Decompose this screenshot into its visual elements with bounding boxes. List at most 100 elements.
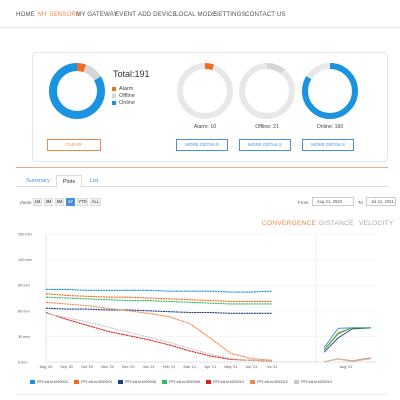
offline-caption: Offline: 21 bbox=[255, 124, 279, 130]
series-legend-swatch bbox=[118, 380, 123, 384]
series-legend-label: PPCst1m1000006 bbox=[125, 380, 156, 384]
x-tick-label: Jan '21 bbox=[143, 365, 155, 369]
series-line bbox=[45, 301, 273, 361]
to-label: To bbox=[358, 200, 363, 205]
alarm-ring bbox=[177, 63, 233, 119]
series-line bbox=[45, 296, 272, 305]
series-legend-label: PPCst1m1000014 bbox=[301, 380, 332, 384]
series-line bbox=[45, 307, 272, 314]
x-tick-label: Nov '20 bbox=[101, 365, 114, 369]
alarm-swatch bbox=[112, 86, 116, 91]
series-legend-label: PPCst1m1000012 bbox=[257, 380, 288, 384]
mini-chart: Aug '21 bbox=[315, 234, 372, 369]
series-legend-item[interactable]: PPCst1m1000012 bbox=[250, 380, 288, 384]
total-count: Total:191 bbox=[113, 69, 150, 79]
nav-my-sensors[interactable]: MY SENSORS bbox=[38, 11, 81, 18]
y-tick-label: 120 mm bbox=[18, 258, 32, 262]
mini-series-line bbox=[323, 327, 371, 351]
legend-online-label: Online bbox=[119, 100, 135, 106]
offline-more-details-button[interactable]: MORE DETAILS bbox=[239, 139, 291, 151]
y-tick-label: 150 mm bbox=[18, 233, 32, 237]
nav-contact-us[interactable]: CONTACT US bbox=[245, 11, 286, 18]
y-axis-ticks: 0 mm 30 mm 60 mm 90 mm 120 mm 150 mm bbox=[18, 233, 32, 365]
summary-card bbox=[32, 52, 388, 162]
x-tick-label: Dec '20 bbox=[122, 365, 135, 369]
y-tick-label: 60 mm bbox=[18, 309, 30, 313]
top-nav: HOME MY SENSORS MY GATEWAY EVENT ADD DEV… bbox=[0, 0, 400, 28]
series-legend-item[interactable]: PPCst1m1000002 bbox=[30, 380, 68, 384]
zoom-1m-button[interactable]: 1M bbox=[33, 198, 42, 206]
online-segment bbox=[49, 63, 105, 119]
legend-alarm-label: Alarm bbox=[119, 86, 134, 92]
tab-list[interactable]: List bbox=[89, 178, 99, 184]
legend-offline: Offline bbox=[112, 93, 135, 99]
tab-plots[interactable]: Plots bbox=[56, 175, 82, 188]
online-swatch bbox=[112, 100, 116, 105]
zoom-label: Zoom bbox=[20, 200, 32, 205]
chart-tab-distance[interactable]: DISTANCE bbox=[319, 220, 354, 227]
x-tick-label: Jun '21 bbox=[245, 365, 257, 369]
from-date-input[interactable]: Aug 21, 2020 bbox=[312, 197, 354, 206]
nav-local-mode[interactable]: LOCAL MODE bbox=[175, 11, 217, 18]
nav-event[interactable]: EVENT bbox=[115, 11, 137, 18]
y-tick-label: 30 mm bbox=[18, 335, 30, 339]
online-more-details-button[interactable]: MORE DETAILS bbox=[302, 139, 354, 151]
series-legend-item[interactable]: PPCst1m1000004 bbox=[74, 380, 112, 384]
zoom-6m-button[interactable]: 6M bbox=[55, 198, 64, 206]
series-legend-swatch bbox=[294, 380, 299, 384]
series-line bbox=[45, 293, 272, 302]
total-donut-chart bbox=[49, 63, 105, 119]
series-legend-label: PPCst1m1000010 bbox=[213, 380, 244, 384]
chart-tab-convergence[interactable]: CONVERGENCE bbox=[262, 220, 317, 227]
series-line bbox=[45, 311, 273, 362]
y-tick-label: 90 mm bbox=[18, 284, 30, 288]
series-legend-swatch bbox=[30, 380, 35, 384]
x-tick-label: Aug '20 bbox=[40, 365, 53, 369]
alarm-ring-track bbox=[177, 63, 233, 119]
convergence-chart: 0 mm 30 mm 60 mm 90 mm 120 mm 150 mm Aug '20 S… bbox=[18, 233, 376, 369]
series-legend-item[interactable]: PPCst1m1000006 bbox=[118, 380, 156, 384]
offline-ring-fill bbox=[239, 63, 295, 119]
chart-grid bbox=[45, 233, 376, 363]
zoom-all-button[interactable]: ALL bbox=[90, 198, 101, 206]
x-axis-ticks: Aug '20 Sep '20 Oct '20 Nov '20 Dec '20 Jan '… bbox=[40, 365, 278, 369]
online-ring-fill bbox=[302, 63, 358, 119]
nav-my-gateway[interactable]: MY GATEWAY bbox=[76, 11, 118, 18]
from-label: From bbox=[298, 200, 309, 205]
section-divider bbox=[16, 167, 388, 168]
zoom-ytd-button[interactable]: YTD bbox=[77, 198, 88, 206]
x-tick-label: Feb '21 bbox=[163, 365, 176, 369]
series-legend-label: PPCst1m1000008 bbox=[169, 380, 200, 384]
mini-series-line bbox=[323, 358, 372, 363]
series-line bbox=[46, 288, 273, 293]
legend-online: Online bbox=[112, 100, 135, 106]
series-legend-swatch bbox=[162, 380, 167, 384]
zoom-1y-button[interactable]: 1Y bbox=[66, 198, 75, 206]
nav-settings[interactable]: SETTINGS bbox=[214, 11, 246, 18]
series-legend-item[interactable]: PPCst1m1000010 bbox=[206, 380, 244, 384]
legend-offline-label: Offline bbox=[119, 93, 135, 99]
to-date-input[interactable]: Jul 21, 2021 bbox=[366, 197, 396, 206]
series-legend-label: PPCst1m1000004 bbox=[81, 380, 112, 384]
series-line bbox=[45, 312, 273, 362]
x-tick-label: Sep '20 bbox=[60, 365, 73, 369]
mini-series-line bbox=[323, 327, 372, 353]
legend-alarm: Alarm bbox=[112, 86, 133, 92]
tab-summary[interactable]: Summary bbox=[26, 178, 50, 184]
x-tick-label: May '21 bbox=[224, 365, 237, 369]
zoom-3m-button[interactable]: 3M bbox=[44, 198, 53, 206]
series-legend-item[interactable]: PPCst1m1000008 bbox=[162, 380, 200, 384]
chart-series bbox=[45, 288, 273, 362]
chart-tab-velocity[interactable]: VELOCITY bbox=[359, 220, 394, 227]
nav-home[interactable]: HOME bbox=[16, 11, 35, 18]
series-legend-swatch bbox=[250, 380, 255, 384]
view-tabs: Summary Plots List bbox=[16, 175, 388, 188]
alarm-ring-fill bbox=[177, 63, 233, 119]
mini-x-tick-label: Aug '21 bbox=[340, 365, 353, 369]
offline-ring bbox=[239, 63, 295, 119]
clear-button[interactable]: CLEAR bbox=[47, 139, 101, 151]
alarm-more-details-button[interactable]: MORE DETAILS bbox=[176, 139, 228, 151]
series-legend-item[interactable]: PPCst1m1000014 bbox=[294, 380, 332, 384]
nav-add-device[interactable]: ADD DEVICE bbox=[138, 11, 177, 18]
bottom-divider bbox=[16, 394, 388, 395]
